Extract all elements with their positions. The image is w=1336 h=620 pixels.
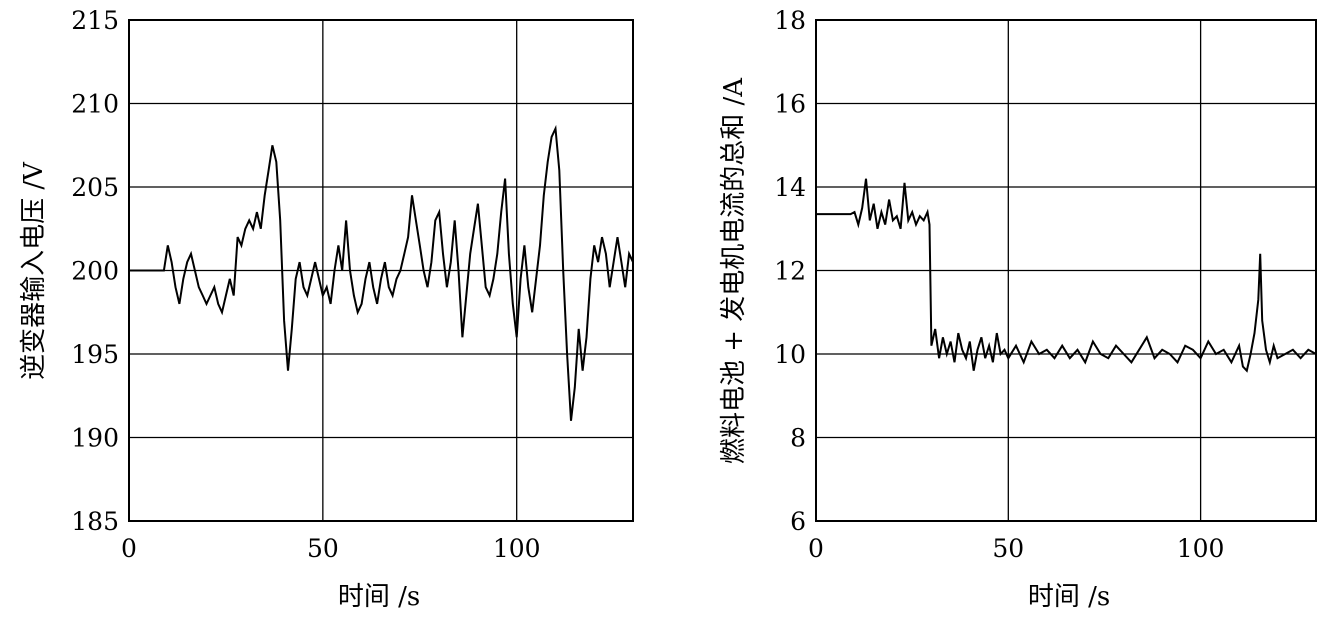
voltage-y-tick-label: 205 <box>71 173 119 202</box>
current-y-tick-label: 6 <box>790 507 806 536</box>
current-y-tick-label: 10 <box>774 340 806 369</box>
current-y-tick-label: 18 <box>774 6 806 35</box>
voltage-x-tick-label: 0 <box>121 534 137 563</box>
voltage-y-tick-label: 200 <box>71 257 119 286</box>
voltage-x-tick-label: 100 <box>493 534 541 563</box>
current-chart-grid <box>816 20 1316 521</box>
current-chart: 0 50 100 6 8 10 12 14 16 18 时间 /s 燃料电池 + 发电机电流的总和… <box>719 6 1317 612</box>
voltage-chart: 0 50 100 185 190 195 200 205 210 215 时间 /s 逆变器输入电… <box>19 6 634 612</box>
voltage-x-axis-label: 时间 /s <box>338 582 420 612</box>
current-y-tick-label: 12 <box>774 257 806 286</box>
voltage-series-line <box>129 124 634 421</box>
current-series-line <box>816 178 1317 373</box>
current-y-axis-label: 燃料电池 + 发电机电流的总和 /A <box>719 77 749 464</box>
voltage-y-axis-label: 逆变器输入电压 /V <box>19 161 49 380</box>
voltage-chart-grid <box>129 20 633 521</box>
voltage-y-tick-label: 190 <box>71 424 119 453</box>
voltage-y-tick-label: 210 <box>71 90 119 119</box>
voltage-y-tick-label: 195 <box>71 340 119 369</box>
current-x-tick-label: 100 <box>1177 534 1225 563</box>
current-y-tick-label: 14 <box>774 173 806 202</box>
current-chart-frame <box>815 19 1317 522</box>
current-x-axis-label: 时间 /s <box>1028 582 1110 612</box>
voltage-chart-frame <box>128 19 634 522</box>
voltage-y-tick-label: 215 <box>71 6 119 35</box>
current-x-tick-label: 50 <box>992 534 1024 563</box>
current-y-tick-label: 8 <box>790 424 806 453</box>
voltage-chart-tick-labels: 0 50 100 185 190 195 200 205 210 215 <box>71 6 540 563</box>
voltage-x-tick-label: 50 <box>307 534 339 563</box>
voltage-y-tick-label: 185 <box>71 507 119 536</box>
current-x-tick-label: 0 <box>808 534 824 563</box>
current-y-tick-label: 16 <box>774 90 806 119</box>
current-chart-tick-labels: 0 50 100 6 8 10 12 14 16 18 <box>774 6 1224 563</box>
